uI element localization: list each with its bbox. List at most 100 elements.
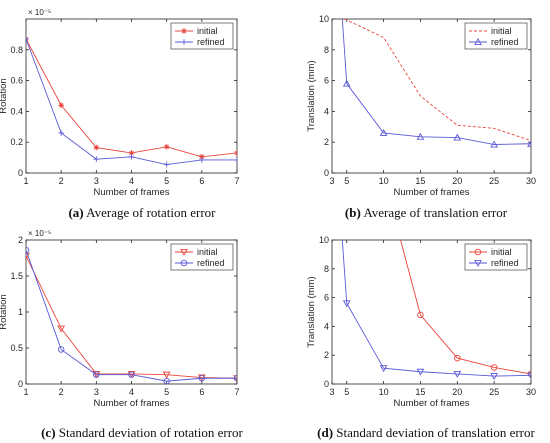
data-point-refined	[57, 346, 65, 353]
legend-label-initial: initial	[197, 26, 218, 36]
x-tick-label: 3	[94, 176, 99, 186]
x-axis-label: Number of frames	[393, 187, 469, 198]
caption-b: (b) Average of translation error	[345, 205, 508, 220]
data-point-refined	[527, 139, 531, 147]
data-point-refined	[342, 79, 351, 87]
y-axis-label: Translation (mm)	[306, 60, 317, 131]
y-tick-label: 1	[18, 307, 23, 317]
x-tick-label: 4	[129, 176, 134, 186]
x-tick-label: 3	[94, 387, 99, 397]
y-axis-label: Rotation	[0, 78, 9, 113]
x-tick-label: 25	[489, 176, 499, 186]
data-point-refined	[234, 157, 237, 163]
x-tick-label: 4	[129, 387, 134, 397]
series-line-refined	[26, 249, 237, 382]
data-point-initial	[162, 371, 171, 379]
series-line-refined	[341, 240, 531, 377]
data-point-refined	[93, 371, 100, 378]
data-point-refined	[527, 372, 531, 380]
y-tick-label: 0.8	[10, 45, 23, 55]
y-exponent-label: × 10⁻⁵	[28, 8, 51, 17]
caption-d: (d) Standard deviation of translation er…	[317, 425, 535, 440]
x-tick-label: 15	[415, 176, 425, 186]
data-point-refined	[233, 374, 237, 382]
legend-box	[464, 243, 528, 271]
panel-c-rotation-std: 1 2 3 4 5 6 7 0 0.5 1 1.5 2 × 10⁻⁵ Number of frames Ro…	[0, 229, 240, 409]
data-point-initial	[93, 144, 100, 151]
y-tick-label: 2	[18, 235, 23, 245]
data-point-refined	[26, 36, 29, 42]
legend-marker-refined	[474, 260, 482, 268]
legend-label-refined: refined	[197, 37, 225, 47]
legend-marker-initial	[181, 28, 187, 34]
x-tick-label: 20	[452, 176, 462, 186]
x-tick-label: 3	[329, 176, 334, 186]
data-point-refined	[490, 373, 498, 381]
y-tick-label: 1.5	[10, 271, 23, 281]
x-tick-label: 5	[164, 176, 169, 186]
legend-box	[170, 243, 234, 271]
series-line-initial	[26, 255, 237, 379]
y-tick-label: 0.4	[10, 106, 23, 116]
x-tick-label: 30	[526, 176, 536, 186]
y-tick-label: 8	[324, 45, 329, 55]
data-point-refined	[416, 132, 425, 140]
data-point-refined	[379, 128, 388, 136]
x-tick-label: 2	[59, 387, 64, 397]
legend-label-initial: initial	[197, 247, 218, 257]
y-tick-label: 0.2	[10, 137, 23, 147]
y-tick-label: 10	[319, 235, 329, 245]
data-point-refined	[128, 154, 135, 160]
data-point-initial	[163, 144, 170, 150]
legend-marker-refined	[474, 37, 482, 45]
y-tick-label: 2	[324, 137, 329, 147]
data-point-initial	[26, 252, 30, 260]
y-axis-label: Rotation	[0, 294, 9, 329]
x-tick-label: 1	[23, 176, 28, 186]
data-point-refined	[93, 156, 100, 162]
series-line-refined	[341, 19, 531, 145]
x-tick-label: 7	[234, 176, 239, 186]
data-point-initial	[128, 150, 135, 156]
y-tick-label: 2	[324, 350, 329, 360]
y-tick-label: 0	[18, 168, 23, 178]
y-tick-label: 6	[324, 76, 329, 86]
x-tick-label: 5	[164, 387, 169, 397]
legend-label-initial: initial	[491, 26, 512, 36]
legend-label-initial: initial	[491, 247, 512, 257]
x-axis-label: Number of frames	[93, 187, 169, 198]
caption-a: (a) Average of rotation error	[68, 205, 216, 220]
x-tick-label: 20	[452, 387, 462, 397]
data-point-refined	[198, 374, 206, 382]
x-axis-label: Number of frames	[393, 398, 469, 409]
x-tick-label: 6	[199, 387, 204, 397]
y-tick-label: 0.5	[10, 343, 23, 353]
x-tick-label: 10	[379, 176, 389, 186]
data-point-refined	[163, 377, 170, 384]
legend-label-refined: refined	[491, 258, 519, 268]
x-tick-label: 7	[234, 387, 239, 397]
data-point-initial	[58, 102, 64, 109]
data-point-refined	[453, 370, 462, 378]
y-tick-label: 0	[18, 379, 23, 389]
data-point-refined	[379, 365, 388, 373]
x-tick-label: 10	[379, 387, 389, 397]
caption-c: (c) Standard deviation of rotation error	[41, 425, 243, 440]
panel-d-translation-std: 3 5 10 15 20 25 30 0 2 4 6 8 10 Number of frames Trans…	[306, 235, 536, 409]
series-line-initial	[344, 19, 531, 142]
x-tick-label: 15	[415, 387, 425, 397]
y-tick-label: 0.6	[10, 76, 23, 86]
legend-box	[170, 22, 234, 50]
legend-label-refined: refined	[197, 258, 225, 268]
data-point-refined	[163, 161, 170, 168]
data-point-initial	[57, 325, 66, 333]
x-tick-label: 5	[344, 176, 349, 186]
data-point-refined	[58, 130, 64, 136]
data-point-initial	[199, 154, 205, 160]
y-tick-label: 6	[324, 293, 329, 303]
axes-box	[331, 18, 532, 174]
y-axis-label: Translation (mm)	[306, 276, 317, 347]
x-tick-label: 1	[23, 387, 28, 397]
legend-marker-initial	[180, 249, 188, 257]
